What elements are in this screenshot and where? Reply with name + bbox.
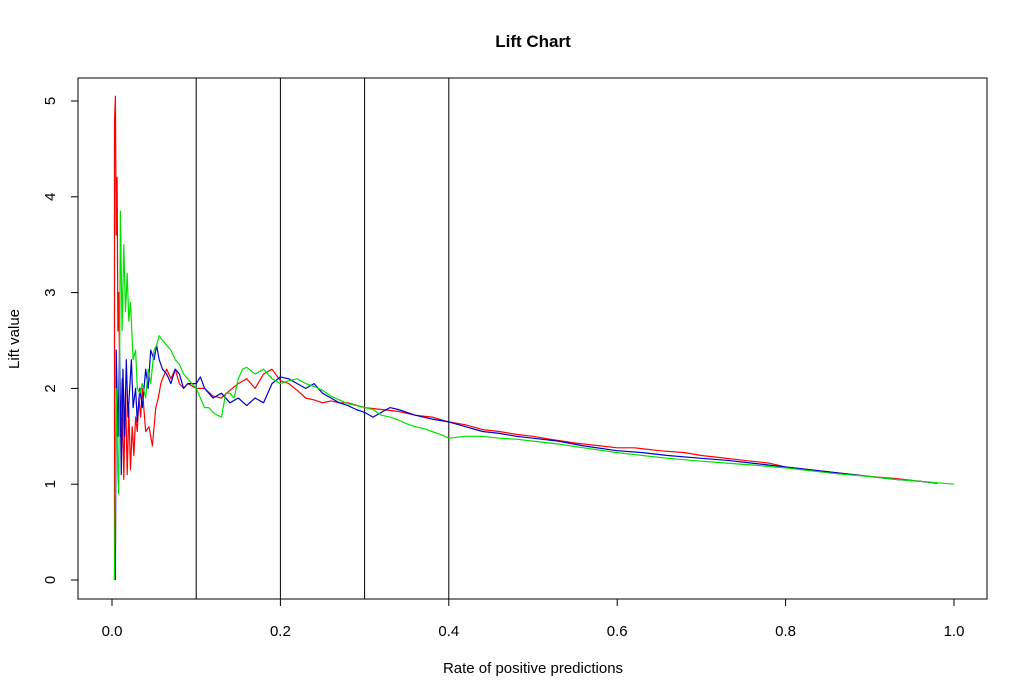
x-axis-label: Rate of positive predictions <box>443 660 623 677</box>
y-tick-label-1: 1 <box>42 480 59 488</box>
y-tick-label-0: 0 <box>42 576 59 584</box>
x-tick-label-0: 0.0 <box>102 623 123 640</box>
series-line-1 <box>114 344 938 581</box>
y-tick-label-2: 2 <box>42 384 59 392</box>
series-layer <box>113 95 955 581</box>
chart-title: Lift Chart <box>495 32 571 51</box>
y-axis-label: Lift value <box>6 309 23 369</box>
y-tick-label-3: 3 <box>42 288 59 296</box>
x-tick-label-5: 1.0 <box>944 623 965 640</box>
series-line-0 <box>113 95 938 580</box>
plot-frame <box>77 77 988 600</box>
x-tick-label-1: 0.2 <box>270 623 291 640</box>
x-tick-label-2: 0.4 <box>438 623 459 640</box>
x-tick-label-3: 0.6 <box>607 623 628 640</box>
y-tick-label-5: 5 <box>42 97 59 105</box>
y-axis: 0 1 2 3 4 5 <box>42 97 79 584</box>
x-axis: 0.0 0.2 0.4 0.6 0.8 1.0 <box>102 598 965 640</box>
y-tick-label-4: 4 <box>42 193 59 201</box>
x-tick-label-4: 0.8 <box>775 623 796 640</box>
reference-lines <box>195 78 450 599</box>
series-line-2 <box>113 210 955 581</box>
